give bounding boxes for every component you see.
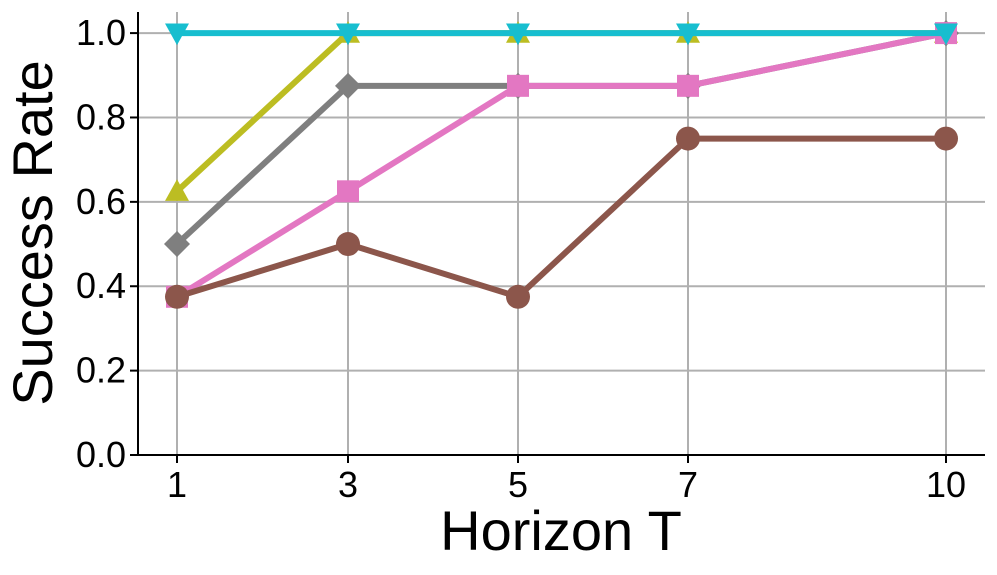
- y-tick-label: 0.8: [76, 96, 126, 137]
- data-point: [165, 179, 189, 201]
- grid: [138, 12, 985, 455]
- data-point: [676, 23, 700, 46]
- x-ticks: 1 3 5 7 10: [167, 455, 966, 505]
- x-tick-label: 3: [338, 464, 358, 505]
- x-tick-label: 5: [508, 464, 528, 505]
- x-axis-title: Horizon T: [440, 499, 682, 562]
- x-tick-label: 1: [167, 464, 187, 505]
- data-point: [165, 284, 189, 309]
- data-point: [336, 232, 360, 257]
- data-point: [335, 72, 361, 99]
- y-tick-label: 0.4: [76, 265, 126, 306]
- data-point: [164, 231, 190, 258]
- series-4: [165, 23, 958, 46]
- data-point: [165, 23, 189, 46]
- y-tick-label: 0.0: [76, 434, 126, 475]
- series-line: [174, 135, 949, 300]
- data-point: [507, 74, 529, 97]
- series-3: [165, 126, 958, 309]
- y-ticks: 0.0 0.2 0.4 0.6 0.8 1.0: [76, 12, 138, 475]
- data-point: [676, 126, 700, 151]
- data-point: [934, 126, 958, 151]
- x-tick-label: 7: [678, 464, 698, 505]
- x-tick-label: 10: [926, 464, 966, 505]
- y-tick-label: 0.2: [76, 350, 126, 391]
- series-group: [164, 20, 959, 309]
- y-axis-title: Success Rate: [1, 60, 64, 406]
- data-point: [336, 23, 360, 46]
- data-point: [677, 74, 699, 97]
- axes: [137, 12, 985, 456]
- y-tick-label: 0.6: [76, 181, 126, 222]
- data-point: [506, 284, 530, 309]
- y-tick-label: 1.0: [76, 12, 126, 53]
- data-point: [934, 23, 958, 46]
- data-point: [337, 180, 359, 203]
- series-0: [165, 21, 958, 201]
- data-point: [506, 23, 530, 46]
